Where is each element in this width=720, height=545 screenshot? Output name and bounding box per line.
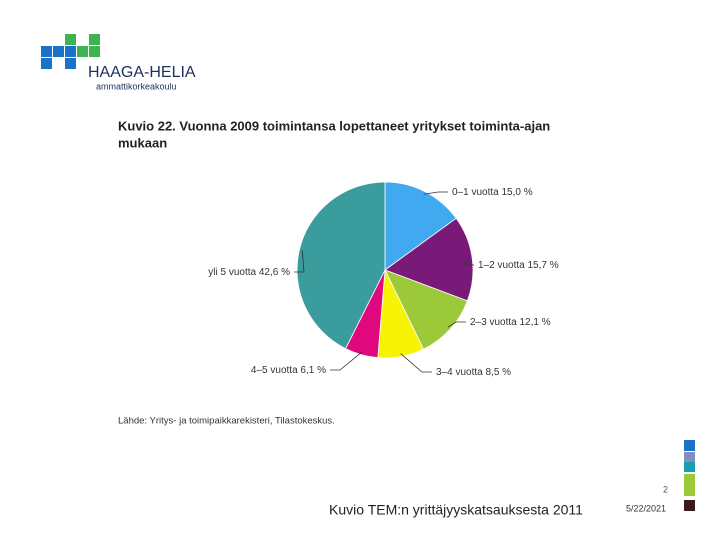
slice-category: 0–1 vuotta [452, 187, 499, 198]
logo-subtitle: ammattikorkeakoulu [96, 81, 177, 91]
leader-line [463, 258, 474, 266]
pie-slice [384, 217, 474, 302]
leader-line [400, 353, 432, 373]
color-strip [684, 440, 695, 511]
slice-label: 0–1 vuotta 15,0 % [452, 187, 533, 198]
pie: 0–1 vuotta 15,0 % 1–2 vuotta 15,7 % 2–3 vu… [208, 181, 559, 378]
slice-category: 1–2 vuotta [478, 260, 525, 271]
slice-value-label: 15,0 % [502, 187, 533, 198]
date: 5/22/2021 [626, 503, 666, 513]
chart-title: mukaan [118, 135, 167, 150]
pie-slice [384, 269, 468, 350]
caption: Kuvio TEM:n yrittäjyyskatsauksesta 2011 [329, 502, 583, 518]
logo-mark [41, 34, 100, 69]
slice-label: 4–5 vuotta 6,1 % [251, 365, 326, 376]
slice-label: yli 5 vuotta 42,6 % [208, 267, 290, 278]
slice-label: 1–2 vuotta 15,7 % [478, 260, 559, 271]
slice-value-label: 15,7 % [528, 260, 559, 271]
leader-line [423, 191, 448, 195]
chart-title: Kuvio 22. Vuonna 2009 toimintansa lopett… [118, 118, 550, 133]
slice-category: 2–3 vuotta [470, 317, 517, 328]
slice-value-label: 42,6 % [259, 267, 290, 278]
logo-name: HAAGA-HELIA [88, 64, 196, 81]
source: Lähde: Yritys- ja toimipaikkarekisteri, … [118, 416, 335, 427]
pie-slice [296, 181, 386, 350]
slice-label: 3–4 vuotta 8,5 % [436, 367, 511, 378]
leader-line [330, 351, 363, 371]
slice-category: yli 5 vuotta [208, 267, 256, 278]
page-number: 2 [663, 484, 668, 494]
slice-value-label: 8,5 % [486, 367, 512, 378]
slice-value-label: 12,1 % [520, 317, 551, 328]
slice-value-label: 6,1 % [300, 365, 326, 376]
slice-category: 4–5 vuotta [251, 365, 298, 376]
leader-line [294, 250, 305, 273]
pie-slice [384, 181, 457, 271]
slice-category: 3–4 vuotta [436, 367, 483, 378]
leader-line [447, 321, 466, 328]
slice-label: 2–3 vuotta 12,1 % [470, 317, 551, 328]
